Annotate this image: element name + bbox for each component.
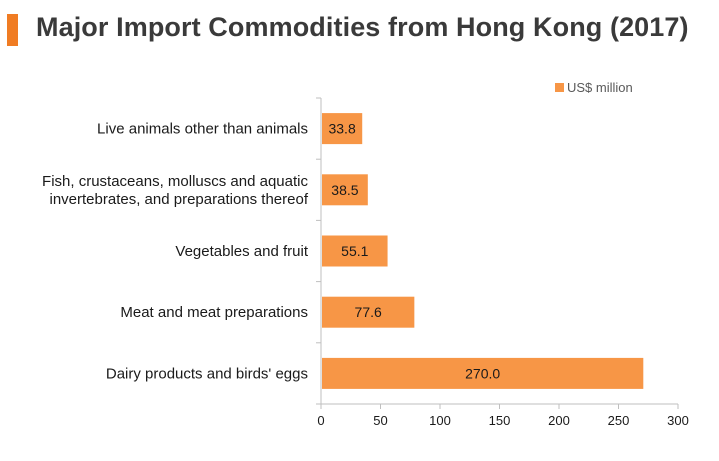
x-tick-label: 50 bbox=[373, 413, 387, 428]
data-label: 38.5 bbox=[331, 182, 358, 198]
x-tick-label: 250 bbox=[608, 413, 630, 428]
category-label-line: Fish, crustaceans, molluscs and aquatic bbox=[42, 173, 308, 190]
category-label-line: Meat and meat preparations bbox=[120, 304, 308, 321]
category-label: Dairy products and birds' eggs bbox=[106, 365, 308, 382]
data-label: 77.6 bbox=[355, 304, 382, 320]
bar bbox=[322, 357, 644, 389]
category-label-line: Vegetables and fruit bbox=[175, 243, 308, 260]
data-label: 55.1 bbox=[341, 243, 368, 259]
category-label: Meat and meat preparations bbox=[120, 304, 308, 321]
x-tick-label: 0 bbox=[317, 413, 324, 428]
category-label-line: Live animals other than animals bbox=[97, 121, 308, 138]
bar bbox=[322, 174, 368, 206]
x-tick-label: 100 bbox=[429, 413, 451, 428]
x-tick-label: 300 bbox=[667, 413, 689, 428]
legend-swatch bbox=[555, 83, 564, 92]
x-tick-label: 200 bbox=[548, 413, 570, 428]
category-label: Live animals other than animals bbox=[97, 121, 308, 138]
bar bbox=[322, 235, 388, 267]
title-accent-bar bbox=[7, 14, 18, 46]
category-label-line: invertebrates, and preparations thereof bbox=[50, 191, 309, 208]
data-label: 270.0 bbox=[465, 365, 500, 381]
legend-label: US$ million bbox=[567, 80, 633, 95]
bar bbox=[322, 296, 415, 328]
chart-title: Major Import Commodities from Hong Kong … bbox=[36, 12, 689, 42]
category-label: Fish, crustaceans, molluscs and aquatic i… bbox=[42, 173, 309, 208]
bar bbox=[322, 113, 363, 145]
data-label: 33.8 bbox=[328, 121, 355, 137]
x-tick-label: 150 bbox=[489, 413, 511, 428]
category-label-line: Dairy products and birds' eggs bbox=[106, 365, 308, 382]
category-label: Vegetables and fruit bbox=[175, 243, 308, 260]
